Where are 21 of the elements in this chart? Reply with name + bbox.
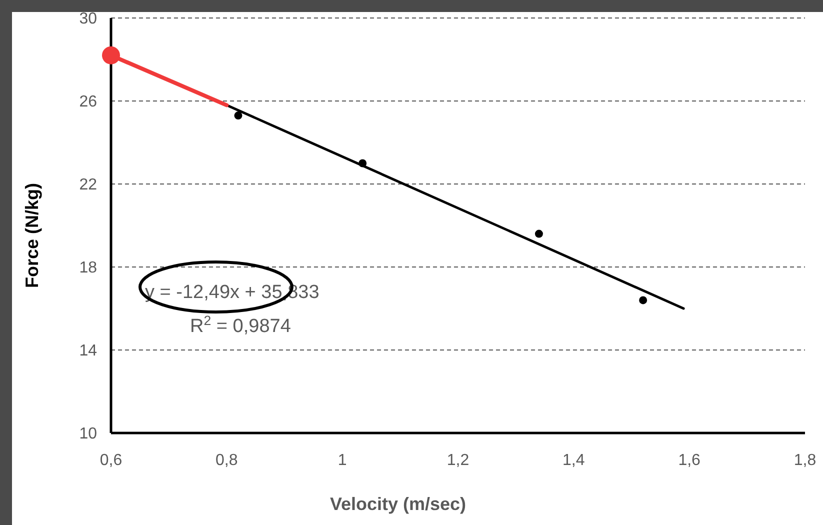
x-tick-label: 1,8 xyxy=(794,452,816,469)
y-tick-label: 10 xyxy=(79,426,98,443)
point xyxy=(639,296,648,304)
y-tick-label: 14 xyxy=(79,342,98,360)
y-tick-label: 30 xyxy=(79,10,98,28)
x-tick-label: 1 xyxy=(338,452,347,469)
x-tick-label: 0,6 xyxy=(100,452,122,469)
y-axis-title: Force (N/kg) xyxy=(22,182,42,288)
x-tick-label: 1,6 xyxy=(678,452,701,469)
y-tick-label: 26 xyxy=(79,94,98,111)
y-tick-label: 18 xyxy=(79,260,98,277)
annotation: R$^{2}$ = 0,9874 xyxy=(190,312,292,337)
x-tick-label: 0,8 xyxy=(216,452,238,469)
point xyxy=(102,46,120,64)
y-tick-label: 22 xyxy=(79,176,98,194)
point xyxy=(358,159,367,168)
x-axis-title: Velocity (m/sec) xyxy=(330,494,466,514)
x-tick-label: 1,2 xyxy=(446,452,470,469)
x-tick-label: 1,4 xyxy=(562,452,585,469)
point xyxy=(534,230,543,238)
point xyxy=(234,112,242,120)
